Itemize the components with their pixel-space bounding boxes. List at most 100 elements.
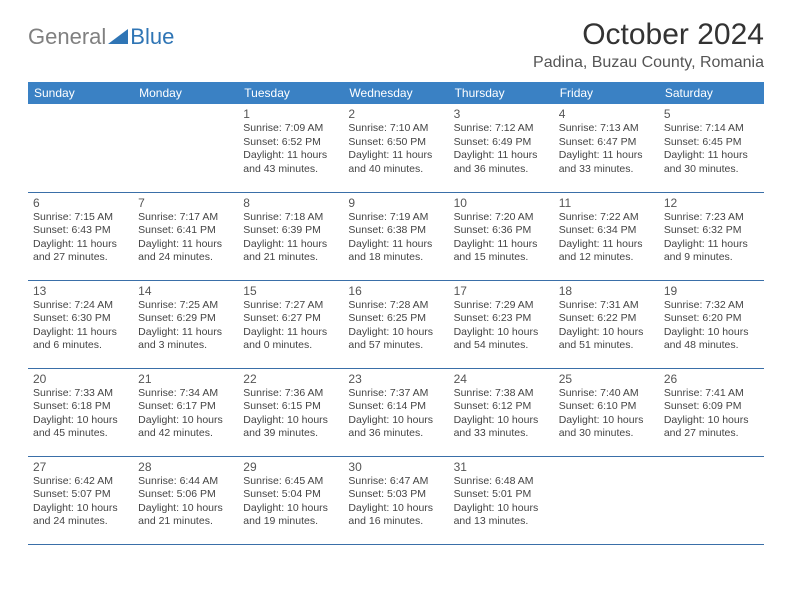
day-number: 4 <box>559 107 654 121</box>
calendar-cell: 18Sunrise: 7:31 AMSunset: 6:22 PMDayligh… <box>554 280 659 368</box>
logo-text-blue: Blue <box>130 24 174 50</box>
calendar-cell: 24Sunrise: 7:38 AMSunset: 6:12 PMDayligh… <box>449 368 554 456</box>
day-number: 12 <box>664 196 759 210</box>
day-info: Sunrise: 7:14 AMSunset: 6:45 PMDaylight:… <box>664 122 759 177</box>
day-info: Sunrise: 6:45 AMSunset: 5:04 PMDaylight:… <box>243 475 338 530</box>
day-number: 9 <box>348 196 443 210</box>
calendar-cell: 5Sunrise: 7:14 AMSunset: 6:45 PMDaylight… <box>659 104 764 192</box>
day-info: Sunrise: 7:24 AMSunset: 6:30 PMDaylight:… <box>33 299 128 354</box>
day-info: Sunrise: 7:18 AMSunset: 6:39 PMDaylight:… <box>243 211 338 266</box>
day-number: 5 <box>664 107 759 121</box>
day-info: Sunrise: 7:19 AMSunset: 6:38 PMDaylight:… <box>348 211 443 266</box>
calendar-cell: 14Sunrise: 7:25 AMSunset: 6:29 PMDayligh… <box>133 280 238 368</box>
day-number: 10 <box>454 196 549 210</box>
calendar-cell: 27Sunrise: 6:42 AMSunset: 5:07 PMDayligh… <box>28 456 133 544</box>
day-number: 18 <box>559 284 654 298</box>
calendar-cell: 13Sunrise: 7:24 AMSunset: 6:30 PMDayligh… <box>28 280 133 368</box>
calendar-cell: 25Sunrise: 7:40 AMSunset: 6:10 PMDayligh… <box>554 368 659 456</box>
calendar-cell: 26Sunrise: 7:41 AMSunset: 6:09 PMDayligh… <box>659 368 764 456</box>
calendar-cell: 12Sunrise: 7:23 AMSunset: 6:32 PMDayligh… <box>659 192 764 280</box>
day-header: Wednesday <box>343 82 448 104</box>
day-info: Sunrise: 7:37 AMSunset: 6:14 PMDaylight:… <box>348 387 443 442</box>
calendar-cell: 28Sunrise: 6:44 AMSunset: 5:06 PMDayligh… <box>133 456 238 544</box>
day-info: Sunrise: 7:38 AMSunset: 6:12 PMDaylight:… <box>454 387 549 442</box>
day-number: 24 <box>454 372 549 386</box>
day-header-row: SundayMondayTuesdayWednesdayThursdayFrid… <box>28 82 764 104</box>
day-info: Sunrise: 7:29 AMSunset: 6:23 PMDaylight:… <box>454 299 549 354</box>
day-number: 29 <box>243 460 338 474</box>
day-info: Sunrise: 7:36 AMSunset: 6:15 PMDaylight:… <box>243 387 338 442</box>
day-info: Sunrise: 7:34 AMSunset: 6:17 PMDaylight:… <box>138 387 233 442</box>
calendar-cell: 17Sunrise: 7:29 AMSunset: 6:23 PMDayligh… <box>449 280 554 368</box>
title-block: October 2024 Padina, Buzau County, Roman… <box>533 18 764 72</box>
calendar-cell: 19Sunrise: 7:32 AMSunset: 6:20 PMDayligh… <box>659 280 764 368</box>
day-number: 8 <box>243 196 338 210</box>
day-info: Sunrise: 7:41 AMSunset: 6:09 PMDaylight:… <box>664 387 759 442</box>
day-number: 3 <box>454 107 549 121</box>
day-info: Sunrise: 7:32 AMSunset: 6:20 PMDaylight:… <box>664 299 759 354</box>
day-info: Sunrise: 7:12 AMSunset: 6:49 PMDaylight:… <box>454 122 549 177</box>
day-info: Sunrise: 7:17 AMSunset: 6:41 PMDaylight:… <box>138 211 233 266</box>
day-info: Sunrise: 7:25 AMSunset: 6:29 PMDaylight:… <box>138 299 233 354</box>
calendar-cell: 1Sunrise: 7:09 AMSunset: 6:52 PMDaylight… <box>238 104 343 192</box>
calendar-cell: 23Sunrise: 7:37 AMSunset: 6:14 PMDayligh… <box>343 368 448 456</box>
calendar-cell: 22Sunrise: 7:36 AMSunset: 6:15 PMDayligh… <box>238 368 343 456</box>
day-number: 16 <box>348 284 443 298</box>
day-info: Sunrise: 7:09 AMSunset: 6:52 PMDaylight:… <box>243 122 338 177</box>
day-info: Sunrise: 7:33 AMSunset: 6:18 PMDaylight:… <box>33 387 128 442</box>
calendar-cell: 16Sunrise: 7:28 AMSunset: 6:25 PMDayligh… <box>343 280 448 368</box>
calendar-table: SundayMondayTuesdayWednesdayThursdayFrid… <box>28 82 764 545</box>
calendar-cell: 3Sunrise: 7:12 AMSunset: 6:49 PMDaylight… <box>449 104 554 192</box>
day-number: 13 <box>33 284 128 298</box>
day-info: Sunrise: 7:23 AMSunset: 6:32 PMDaylight:… <box>664 211 759 266</box>
day-info: Sunrise: 7:28 AMSunset: 6:25 PMDaylight:… <box>348 299 443 354</box>
day-header: Thursday <box>449 82 554 104</box>
logo: General Blue <box>28 24 174 50</box>
calendar-cell: 6Sunrise: 7:15 AMSunset: 6:43 PMDaylight… <box>28 192 133 280</box>
calendar-cell: 29Sunrise: 6:45 AMSunset: 5:04 PMDayligh… <box>238 456 343 544</box>
day-number: 7 <box>138 196 233 210</box>
day-info: Sunrise: 6:48 AMSunset: 5:01 PMDaylight:… <box>454 475 549 530</box>
day-number: 21 <box>138 372 233 386</box>
day-info: Sunrise: 7:13 AMSunset: 6:47 PMDaylight:… <box>559 122 654 177</box>
day-info: Sunrise: 7:15 AMSunset: 6:43 PMDaylight:… <box>33 211 128 266</box>
day-number: 19 <box>664 284 759 298</box>
calendar-cell: 20Sunrise: 7:33 AMSunset: 6:18 PMDayligh… <box>28 368 133 456</box>
location: Padina, Buzau County, Romania <box>533 54 764 72</box>
day-info: Sunrise: 7:40 AMSunset: 6:10 PMDaylight:… <box>559 387 654 442</box>
calendar-cell: 15Sunrise: 7:27 AMSunset: 6:27 PMDayligh… <box>238 280 343 368</box>
day-info: Sunrise: 7:10 AMSunset: 6:50 PMDaylight:… <box>348 122 443 177</box>
logo-triangle-icon <box>108 26 128 49</box>
calendar-cell-empty <box>28 104 133 192</box>
month-title: October 2024 <box>533 18 764 52</box>
calendar-cell: 8Sunrise: 7:18 AMSunset: 6:39 PMDaylight… <box>238 192 343 280</box>
day-number: 14 <box>138 284 233 298</box>
calendar-row: 13Sunrise: 7:24 AMSunset: 6:30 PMDayligh… <box>28 280 764 368</box>
day-info: Sunrise: 7:27 AMSunset: 6:27 PMDaylight:… <box>243 299 338 354</box>
calendar-cell: 7Sunrise: 7:17 AMSunset: 6:41 PMDaylight… <box>133 192 238 280</box>
header: General Blue October 2024 Padina, Buzau … <box>28 18 764 72</box>
calendar-cell: 4Sunrise: 7:13 AMSunset: 6:47 PMDaylight… <box>554 104 659 192</box>
calendar-cell-empty <box>554 456 659 544</box>
day-header: Sunday <box>28 82 133 104</box>
day-header: Friday <box>554 82 659 104</box>
day-number: 15 <box>243 284 338 298</box>
day-number: 28 <box>138 460 233 474</box>
day-number: 30 <box>348 460 443 474</box>
day-info: Sunrise: 6:47 AMSunset: 5:03 PMDaylight:… <box>348 475 443 530</box>
day-info: Sunrise: 7:22 AMSunset: 6:34 PMDaylight:… <box>559 211 654 266</box>
day-number: 27 <box>33 460 128 474</box>
calendar-row: 6Sunrise: 7:15 AMSunset: 6:43 PMDaylight… <box>28 192 764 280</box>
day-number: 6 <box>33 196 128 210</box>
calendar-cell: 2Sunrise: 7:10 AMSunset: 6:50 PMDaylight… <box>343 104 448 192</box>
calendar-cell: 31Sunrise: 6:48 AMSunset: 5:01 PMDayligh… <box>449 456 554 544</box>
calendar-row: 20Sunrise: 7:33 AMSunset: 6:18 PMDayligh… <box>28 368 764 456</box>
calendar-cell-empty <box>659 456 764 544</box>
calendar-cell: 10Sunrise: 7:20 AMSunset: 6:36 PMDayligh… <box>449 192 554 280</box>
day-header: Tuesday <box>238 82 343 104</box>
day-info: Sunrise: 6:44 AMSunset: 5:06 PMDaylight:… <box>138 475 233 530</box>
logo-text-gray: General <box>28 24 106 50</box>
day-number: 20 <box>33 372 128 386</box>
day-number: 2 <box>348 107 443 121</box>
calendar-body: 1Sunrise: 7:09 AMSunset: 6:52 PMDaylight… <box>28 104 764 544</box>
